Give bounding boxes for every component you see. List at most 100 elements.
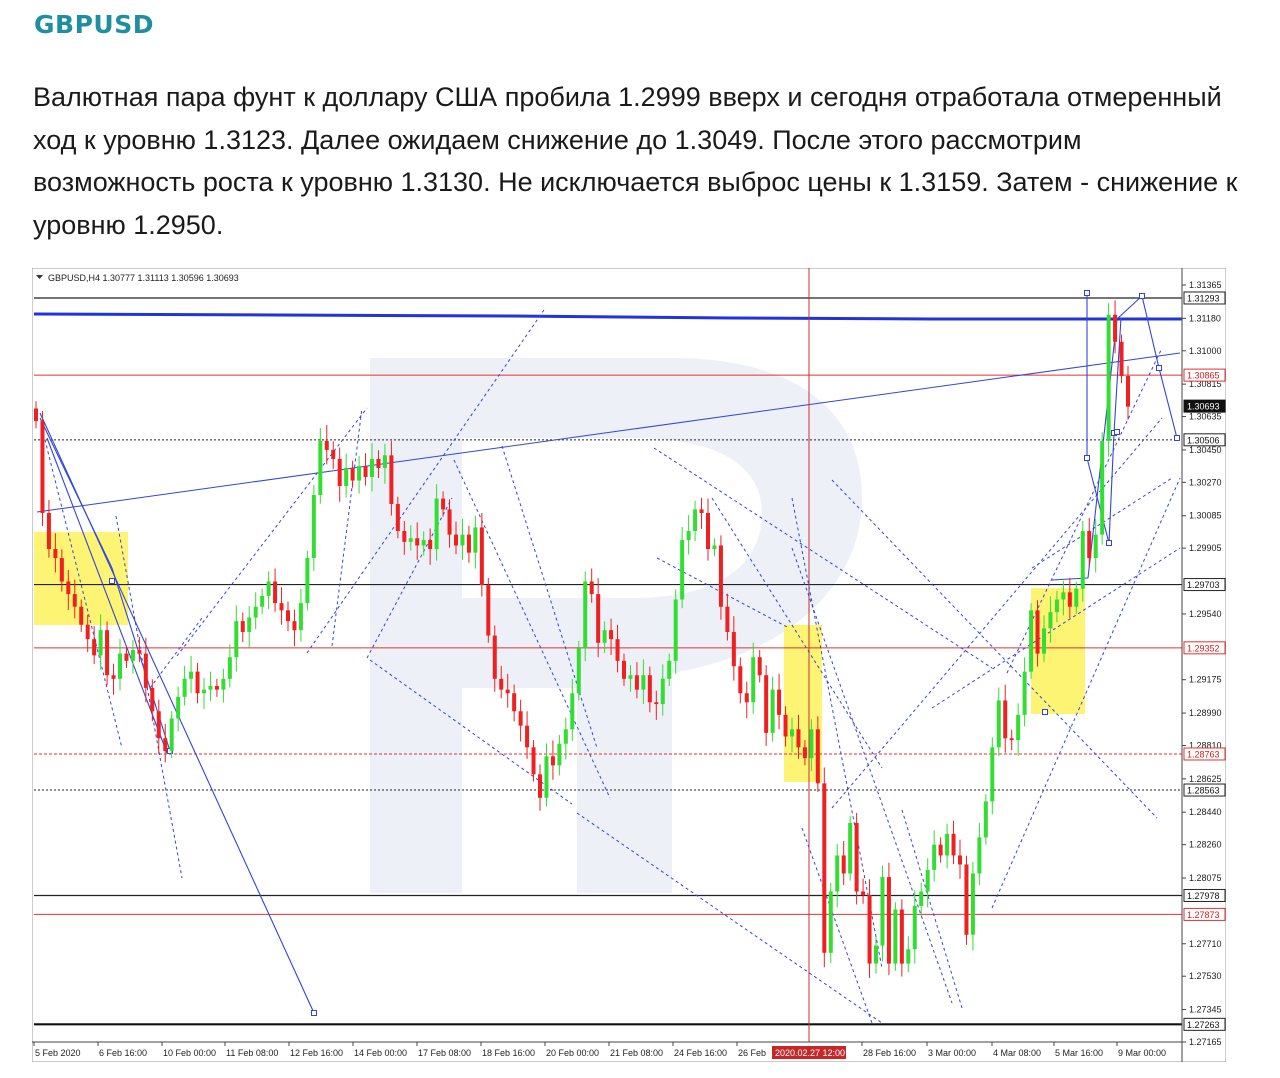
candle-body[interactable]: [764, 675, 769, 733]
candle-body[interactable]: [583, 581, 588, 649]
candle-body[interactable]: [563, 729, 568, 744]
candle-body[interactable]: [809, 729, 814, 759]
candle-body[interactable]: [1126, 376, 1130, 407]
candle-body[interactable]: [835, 855, 840, 892]
candle-body[interactable]: [1016, 714, 1021, 741]
candle-body[interactable]: [169, 718, 174, 751]
candle-body[interactable]: [370, 458, 374, 477]
candle-body[interactable]: [751, 657, 756, 703]
anchor-point[interactable]: [311, 1010, 317, 1016]
candle-body[interactable]: [938, 844, 943, 856]
candle-body[interactable]: [163, 738, 168, 751]
chart-collapse-icon[interactable]: [36, 275, 43, 279]
candle-body[interactable]: [499, 678, 504, 690]
candle-body[interactable]: [79, 606, 84, 625]
candle-body[interactable]: [880, 877, 885, 946]
candle-body[interactable]: [802, 747, 807, 759]
candle-body[interactable]: [227, 657, 232, 679]
candle-body[interactable]: [641, 675, 646, 690]
candle-body[interactable]: [382, 455, 387, 468]
candle-body[interactable]: [318, 440, 323, 495]
candle-body[interactable]: [634, 675, 639, 690]
candle-body[interactable]: [815, 729, 820, 784]
candle-body[interactable]: [1080, 531, 1085, 589]
candle-body[interactable]: [699, 509, 704, 514]
candle-body[interactable]: [1009, 738, 1014, 741]
candle-body[interactable]: [1074, 588, 1079, 607]
candle-body[interactable]: [344, 467, 349, 486]
candle-body[interactable]: [673, 599, 678, 661]
anchor-point[interactable]: [1084, 455, 1090, 461]
candle-body[interactable]: [195, 671, 200, 694]
candle-body[interactable]: [189, 671, 194, 679]
candle-body[interactable]: [1087, 531, 1092, 559]
anchor-point[interactable]: [1156, 365, 1162, 371]
candle-body[interactable]: [925, 869, 930, 892]
candle-body[interactable]: [253, 606, 258, 618]
candle-body[interactable]: [408, 538, 413, 542]
candle-body[interactable]: [434, 498, 439, 550]
candle-body[interactable]: [718, 545, 723, 607]
candle-body[interactable]: [1113, 314, 1118, 342]
candle-body[interactable]: [357, 466, 362, 481]
candle-body[interactable]: [389, 455, 394, 504]
candle-body[interactable]: [712, 545, 717, 550]
candle-body[interactable]: [615, 639, 620, 661]
candle-body[interactable]: [395, 503, 400, 532]
anchor-point[interactable]: [1139, 293, 1145, 299]
candle-body[interactable]: [460, 534, 465, 546]
candle-body[interactable]: [505, 689, 510, 694]
candle-body[interactable]: [796, 729, 801, 748]
anchor-point[interactable]: [1042, 709, 1048, 715]
candle-body[interactable]: [486, 585, 491, 636]
candle-body[interactable]: [654, 702, 659, 705]
candle-body[interactable]: [105, 630, 110, 676]
candle-body[interactable]: [415, 538, 420, 546]
candle-body[interactable]: [841, 855, 846, 874]
candle-body[interactable]: [686, 531, 691, 541]
candle-body[interactable]: [958, 855, 962, 865]
candle-body[interactable]: [1042, 628, 1046, 654]
candle-body[interactable]: [34, 408, 38, 422]
candle-body[interactable]: [118, 653, 122, 679]
candle-body[interactable]: [861, 891, 866, 896]
candle-body[interactable]: [622, 660, 626, 679]
candle-body[interactable]: [854, 823, 859, 892]
candle-body[interactable]: [867, 895, 872, 964]
candle-body[interactable]: [286, 610, 290, 622]
candle-body[interactable]: [576, 648, 581, 694]
candle-body[interactable]: [951, 833, 956, 856]
candle-body[interactable]: [731, 631, 736, 667]
candle-body[interactable]: [59, 558, 64, 582]
candle-body[interactable]: [874, 945, 878, 964]
candle-body[interactable]: [130, 649, 135, 661]
candle-body[interactable]: [912, 905, 917, 950]
candle-body[interactable]: [324, 440, 329, 450]
candle-body[interactable]: [725, 606, 730, 632]
candle-body[interactable]: [1067, 592, 1072, 607]
candle-body[interactable]: [1048, 612, 1053, 629]
candle-body[interactable]: [828, 891, 833, 953]
candle-body[interactable]: [273, 581, 278, 604]
candle-body[interactable]: [182, 678, 187, 697]
candle-body[interactable]: [441, 498, 446, 510]
candle-body[interactable]: [983, 801, 988, 838]
candle-body[interactable]: [1022, 671, 1027, 715]
candle-body[interactable]: [848, 823, 853, 874]
candle-body[interactable]: [473, 527, 478, 553]
candle-body[interactable]: [402, 531, 407, 542]
anchor-point[interactable]: [1174, 435, 1180, 441]
candle-body[interactable]: [932, 844, 937, 870]
candle-body[interactable]: [738, 666, 743, 694]
price-chart[interactable]: GBPUSD,H4 1.30777 1.31113 1.30596 1.3069…: [31, 267, 1227, 1063]
candle-body[interactable]: [240, 621, 245, 632]
candle-body[interactable]: [279, 603, 284, 611]
candle-body[interactable]: [550, 756, 555, 766]
candle-body[interactable]: [919, 891, 924, 906]
anchor-point[interactable]: [1106, 540, 1112, 546]
candle-body[interactable]: [886, 877, 891, 964]
candle-body[interactable]: [680, 540, 685, 600]
candle-body[interactable]: [421, 540, 426, 546]
candle-body[interactable]: [492, 635, 497, 679]
candle-body[interactable]: [660, 678, 665, 705]
